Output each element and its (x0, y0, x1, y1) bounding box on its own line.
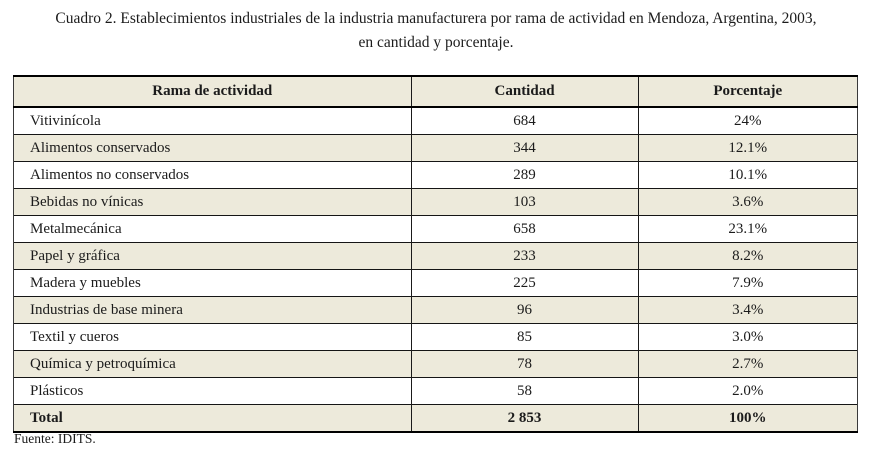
header-row: Rama de actividad Cantidad Porcentaje (13, 75, 859, 108)
cell-porcentaje: 23.1% (637, 215, 859, 243)
cell-rama: Textil y cueros (13, 323, 412, 351)
cell-cantidad: 658 (410, 215, 639, 243)
cell-rama: Alimentos no conservados (13, 161, 412, 189)
cell-cantidad: 103 (410, 188, 639, 216)
table-caption: Cuadro 2. Establecimientos industriales … (0, 0, 872, 55)
cell-porcentaje: 8.2% (637, 242, 859, 270)
cell-porcentaje: 10.1% (637, 161, 859, 189)
cell-porcentaje: 2.0% (637, 377, 859, 405)
table-row: Madera y muebles 225 7.9% (13, 269, 859, 297)
cell-porcentaje: 3.0% (637, 323, 859, 351)
cell-rama: Bebidas no vínicas (13, 188, 412, 216)
cell-rama: Madera y muebles (13, 269, 412, 297)
cell-cantidad: 58 (410, 377, 639, 405)
cell-cantidad: 225 (410, 269, 639, 297)
total-row: Total 2 853 100% (13, 404, 859, 433)
data-table: Rama de actividad Cantidad Porcentaje Vi… (13, 75, 859, 433)
cell-porcentaje: 3.6% (637, 188, 859, 216)
header-porcentaje: Porcentaje (637, 75, 859, 108)
cell-rama: Papel y gráfica (13, 242, 412, 270)
cell-rama: Industrias de base minera (13, 296, 412, 324)
header-rama: Rama de actividad (13, 75, 412, 108)
cell-porcentaje: 7.9% (637, 269, 859, 297)
cell-rama: Metalmecánica (13, 215, 412, 243)
cell-cantidad: 96 (410, 296, 639, 324)
cell-total-cantidad: 2 853 (410, 404, 639, 433)
cell-total-porcentaje: 100% (637, 404, 859, 433)
table-container: Rama de actividad Cantidad Porcentaje Vi… (13, 75, 859, 433)
table-row: Textil y cueros 85 3.0% (13, 323, 859, 351)
header-cantidad: Cantidad (410, 75, 639, 108)
source-note: Fuente: IDITS. (14, 431, 96, 446)
cell-porcentaje: 3.4% (637, 296, 859, 324)
table-row: Bebidas no vínicas 103 3.6% (13, 188, 859, 216)
table-row: Industrias de base minera 96 3.4% (13, 296, 859, 324)
table-row: Plásticos 58 2.0% (13, 377, 859, 405)
cell-cantidad: 289 (410, 161, 639, 189)
cell-porcentaje: 12.1% (637, 134, 859, 162)
cell-cantidad: 233 (410, 242, 639, 270)
table-row: Alimentos conservados 344 12.1% (13, 134, 859, 162)
cell-porcentaje: 2.7% (637, 350, 859, 378)
cell-rama: Química y petroquímica (13, 350, 412, 378)
cell-cantidad: 85 (410, 323, 639, 351)
cell-total-label: Total (13, 404, 412, 433)
cell-porcentaje: 24% (637, 106, 859, 135)
table-row: Alimentos no conservados 289 10.1% (13, 161, 859, 189)
table-row: Papel y gráfica 233 8.2% (13, 242, 859, 270)
caption-line-2: en cantidad y porcentaje. (358, 34, 514, 51)
table-row: Vitivinícola 684 24% (13, 106, 859, 135)
table-row: Metalmecánica 658 23.1% (13, 215, 859, 243)
cell-rama: Plásticos (13, 377, 412, 405)
table-row: Química y petroquímica 78 2.7% (13, 350, 859, 378)
caption-line-1: Cuadro 2. Establecimientos industriales … (55, 10, 817, 27)
cell-cantidad: 78 (410, 350, 639, 378)
cell-rama: Alimentos conservados (13, 134, 412, 162)
cell-rama: Vitivinícola (13, 106, 412, 135)
cell-cantidad: 344 (410, 134, 639, 162)
cell-cantidad: 684 (410, 106, 639, 135)
